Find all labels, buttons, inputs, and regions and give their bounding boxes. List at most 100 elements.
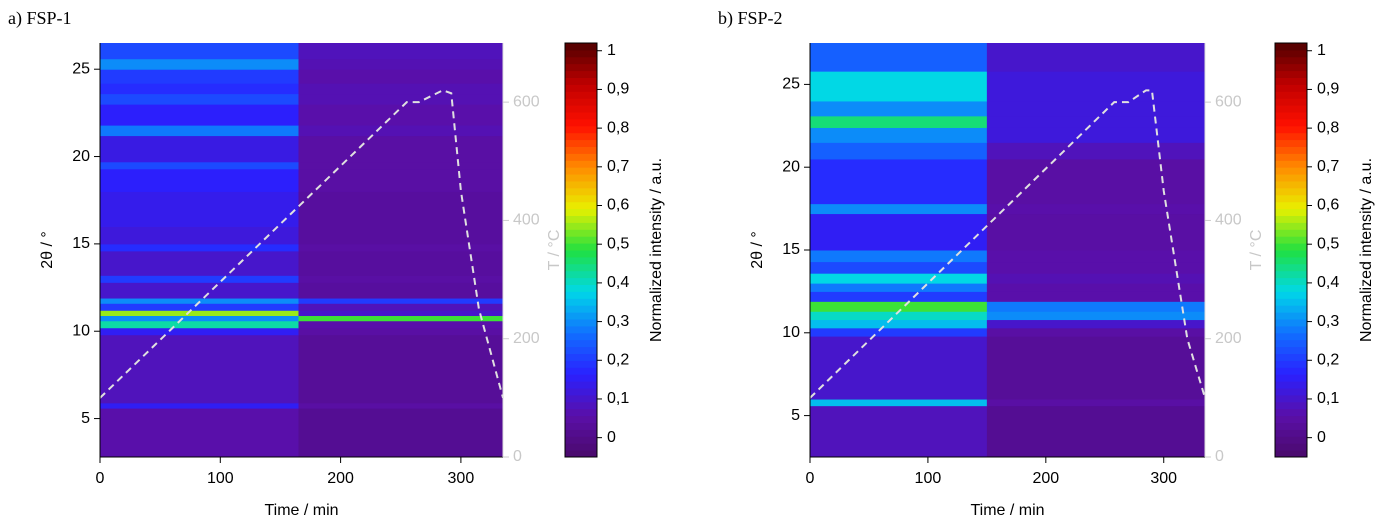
colorbar-band (1275, 98, 1307, 106)
y2-tick-label: 600 (1215, 93, 1242, 110)
colorbar-band (565, 408, 597, 417)
y-axis-label: 2θ / ° (39, 231, 56, 269)
colorbar-band (1275, 236, 1307, 244)
heatmap-cell (100, 168, 299, 192)
colorbar-band (1275, 160, 1307, 168)
colorbar-band (1275, 443, 1307, 451)
colorbar-band (1275, 43, 1307, 51)
heatmap-cell (986, 405, 1206, 458)
colorbar-band (1275, 118, 1307, 127)
temperature-line (809, 89, 1206, 399)
colorbar-band (1275, 394, 1307, 403)
heatmap-cell (810, 327, 988, 337)
x-tick-label: 300 (1150, 470, 1177, 487)
colorbar-tick-label: 0,6 (1317, 197, 1339, 214)
colorbar-band (565, 250, 597, 258)
colorbar-band (1275, 132, 1307, 141)
heatmap-cell (100, 191, 299, 227)
colorbar-band (565, 443, 597, 451)
heatmap-cell (810, 127, 988, 143)
colorbar-band (565, 112, 597, 120)
colorbar-band (1275, 408, 1307, 417)
heatmap-cell (986, 311, 1206, 321)
colorbar-band (565, 222, 597, 230)
colorbar-band (1275, 367, 1307, 375)
heatmap-cell (298, 43, 504, 60)
heatmap-cell (986, 327, 1206, 337)
colorbar-band (565, 49, 597, 58)
heatmap-cell (298, 303, 504, 311)
heatmap-cell (298, 93, 504, 105)
heatmap-cell (298, 226, 504, 245)
colorbar-tick-label: 0,8 (1317, 119, 1339, 136)
heatmap-cell (986, 142, 1206, 160)
colorbar-band (565, 436, 597, 444)
colorbar-band (565, 215, 597, 223)
colorbar-band (1275, 422, 1307, 430)
colorbar-tick-label: 0,5 (607, 235, 629, 252)
colorbar-band (1275, 381, 1307, 389)
heatmap-cell (100, 402, 299, 409)
colorbar-band (1275, 181, 1307, 189)
heatmap-cell (986, 283, 1206, 292)
heatmap-cell (986, 336, 1206, 400)
heatmap-cell (810, 399, 988, 407)
colorbar-band (565, 312, 597, 320)
colorbar-band (1275, 277, 1307, 285)
heatmap-cell (986, 291, 1206, 302)
colorbar-band (565, 63, 597, 72)
heatmap-cell (986, 319, 1206, 329)
heatmap-cell (810, 336, 988, 400)
colorbar-band (565, 374, 597, 382)
colorbar-band (1275, 243, 1307, 251)
heatmap-cell (298, 58, 504, 70)
colorbar-band (1275, 346, 1307, 354)
colorbar-band (1275, 284, 1307, 292)
heatmap-cell (100, 43, 299, 60)
colorbar-band (1275, 415, 1307, 423)
heatmap-cell (100, 334, 299, 404)
colorbar-band (1275, 194, 1307, 203)
colorbar-label: Normalized intensity / a.u. (648, 158, 665, 342)
heatmap-cell (810, 115, 988, 128)
colorbar-band (565, 298, 597, 306)
x-axis-label: Time / min (970, 502, 1044, 519)
heatmap-cell (986, 301, 1206, 312)
heatmap-cell (986, 261, 1206, 274)
colorbar-band (565, 429, 597, 437)
colorbar-band (565, 401, 597, 410)
colorbar-band (1275, 84, 1307, 92)
colorbar-band (1275, 325, 1307, 334)
colorbar-tick-label: 0,3 (607, 313, 629, 330)
heatmap-cell (986, 43, 1206, 72)
heatmap-cell (100, 282, 299, 299)
colorbar-tick-label: 0,6 (607, 197, 629, 214)
colorbar-band (565, 43, 597, 51)
colorbar-band (565, 167, 597, 175)
colorbar-band (565, 105, 597, 113)
colorbar-band (565, 132, 597, 141)
colorbar-band (1275, 401, 1307, 410)
colorbar-band (565, 353, 597, 361)
colorbar-tick-label: 0,9 (607, 81, 629, 98)
heatmap-cell (298, 250, 504, 276)
heatmap-cell (298, 83, 504, 95)
y2-axis-label: T / °C (546, 230, 563, 271)
y-axis-label: 2θ / ° (749, 231, 766, 269)
colorbar-band (565, 229, 597, 237)
colorbar-band (565, 98, 597, 106)
colorbar-tick-label: 0,7 (1317, 158, 1339, 175)
heatmap-cell (100, 161, 299, 170)
colorbar-frame (1274, 42, 1308, 458)
colorbar-band (565, 381, 597, 389)
heatmap-cell (810, 100, 988, 117)
colorbar-band (565, 277, 597, 285)
y-tick-label: 5 (81, 410, 90, 427)
colorbar-band (565, 77, 597, 85)
colorbar-tick-label: 1 (607, 42, 616, 59)
heatmap-cell (298, 161, 504, 170)
colorbar-band (565, 181, 597, 189)
colorbar-band (1275, 298, 1307, 306)
colorbar-band (565, 284, 597, 292)
heatmap-cell (100, 93, 299, 105)
